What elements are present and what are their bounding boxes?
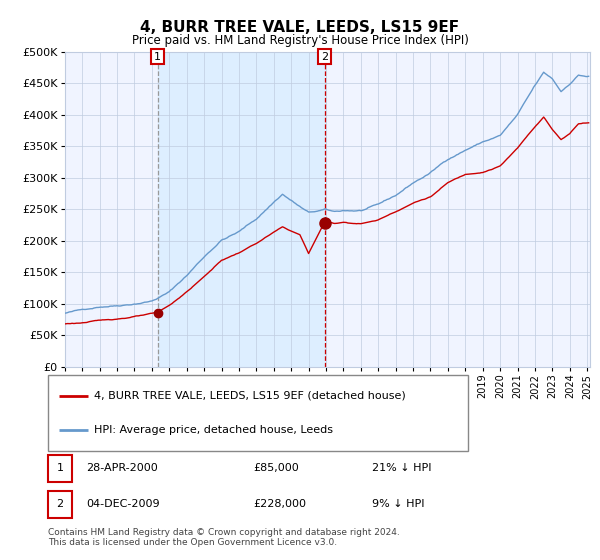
- Text: £228,000: £228,000: [253, 500, 306, 509]
- Bar: [48, 455, 73, 482]
- Bar: [158, 52, 325, 367]
- Text: 28-APR-2000: 28-APR-2000: [86, 464, 158, 473]
- Text: HPI: Average price, detached house, Leeds: HPI: Average price, detached house, Leed…: [94, 426, 333, 435]
- Bar: [48, 491, 73, 518]
- Text: 9% ↓ HPI: 9% ↓ HPI: [372, 500, 425, 509]
- Text: 04-DEC-2009: 04-DEC-2009: [86, 500, 160, 509]
- Text: 4, BURR TREE VALE, LEEDS, LS15 9EF: 4, BURR TREE VALE, LEEDS, LS15 9EF: [140, 20, 460, 35]
- Text: £85,000: £85,000: [253, 464, 299, 473]
- Text: 1: 1: [154, 52, 161, 62]
- Text: 2: 2: [56, 500, 64, 509]
- Text: Price paid vs. HM Land Registry's House Price Index (HPI): Price paid vs. HM Land Registry's House …: [131, 34, 469, 46]
- Text: 4, BURR TREE VALE, LEEDS, LS15 9EF (detached house): 4, BURR TREE VALE, LEEDS, LS15 9EF (deta…: [94, 391, 406, 400]
- Text: 1: 1: [56, 464, 64, 473]
- Text: 2: 2: [321, 52, 328, 62]
- Text: 21% ↓ HPI: 21% ↓ HPI: [372, 464, 431, 473]
- Text: Contains HM Land Registry data © Crown copyright and database right 2024.
This d: Contains HM Land Registry data © Crown c…: [48, 528, 400, 547]
